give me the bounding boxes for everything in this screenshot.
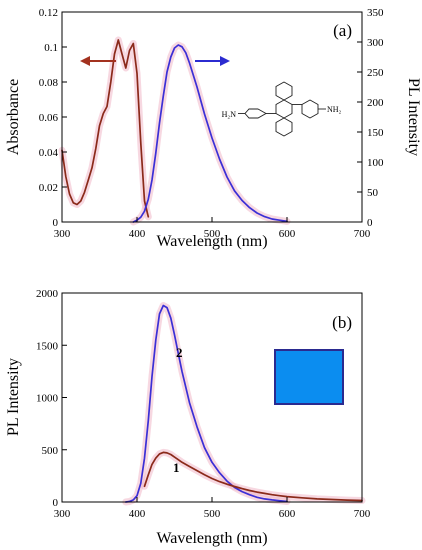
emission-photo-inset	[274, 349, 344, 405]
y-tick-label: 0.02	[39, 182, 58, 194]
x-tick-label: 400	[129, 228, 146, 240]
panel-a: 300 400 500 600 70000.020.040.060.080.10.120…	[5, 7, 422, 250]
series-1-line	[132, 44, 288, 223]
x-tick-label: 300	[54, 508, 71, 520]
y-tick-label: 0.04	[39, 147, 59, 159]
molecule-structure-inset	[238, 81, 326, 137]
panel-a-ylabel: Absorbance	[5, 79, 22, 155]
y2-tick-label: 0	[367, 217, 373, 229]
panel-a-frame	[61, 11, 363, 223]
y2-tick-label: 300	[367, 37, 384, 49]
x-tick-label: 700	[354, 228, 371, 240]
series-0-line	[61, 39, 150, 218]
y-tick-label: 0.12	[39, 7, 58, 19]
series-2-label: 2	[176, 345, 183, 360]
y2-tick-label: 200	[367, 97, 384, 109]
panel-b-ylabel: PL Intensity	[5, 358, 22, 436]
panel-a-label: (a)	[333, 21, 352, 40]
x-tick-label: 500	[204, 228, 221, 240]
y2-tick-label: 350	[367, 7, 384, 19]
x-tick-label: 600	[279, 228, 296, 240]
panel-b: 300 400 500 600 700 0 500 1000 1500 2000 (b) Wave…	[5, 288, 371, 547]
y-tick-label: 0.1	[44, 42, 58, 54]
x-tick-label: 400	[129, 508, 146, 520]
left-axis-arrow	[80, 56, 116, 66]
series-1-line	[143, 451, 363, 502]
series-1-label: 1	[173, 460, 180, 475]
series-0-line	[124, 304, 288, 503]
y-tick-label: 0	[53, 497, 59, 509]
y-tick-label: 1000	[36, 393, 59, 405]
panel-a-xlabel: Wavelength (nm)	[156, 233, 267, 250]
y2-tick-label: 150	[367, 127, 384, 139]
x-tick-label: 700	[354, 508, 371, 520]
y2-tick-label: 250	[367, 67, 384, 79]
molecule-label-right: NH₂	[327, 105, 342, 114]
x-tick-label: 600	[279, 508, 296, 520]
molecule-label-left: H₂N	[222, 110, 237, 119]
y-tick-label: 0.06	[39, 112, 59, 124]
y2-tick-label: 50	[367, 187, 379, 199]
x-tick-label: 500	[204, 508, 221, 520]
y-tick-label: 500	[42, 445, 59, 457]
y-tick-label: 2000	[36, 288, 59, 300]
panel-b-xlabel: Wavelength (nm)	[156, 530, 267, 547]
right-axis-arrow	[195, 56, 230, 66]
panel-a-y2label: PL Intensity	[405, 78, 422, 156]
y-tick-label: 0	[53, 217, 59, 229]
y-tick-label: 0.08	[39, 77, 59, 89]
y2-tick-label: 100	[367, 157, 384, 169]
panel-b-label: (b)	[332, 313, 352, 332]
y-tick-label: 1500	[36, 340, 59, 352]
x-tick-label: 300	[54, 228, 71, 240]
